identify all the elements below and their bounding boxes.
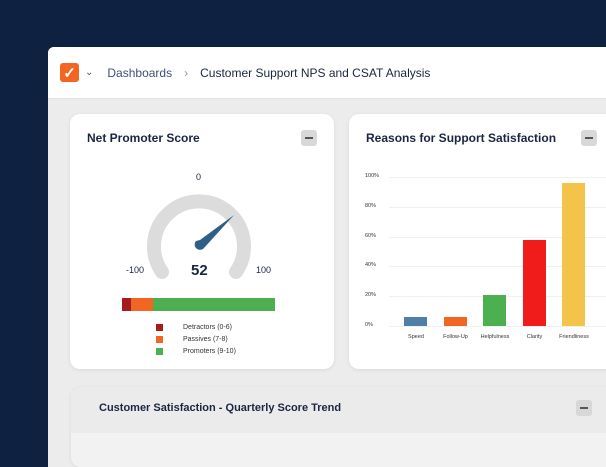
collapse-button[interactable]: [581, 130, 597, 146]
legend-item: Passives (7-8): [156, 336, 228, 343]
legend-swatch: [156, 348, 163, 355]
y-tick-label: 40%: [365, 262, 377, 269]
bar-helpfulness: [483, 294, 506, 326]
gauge-min-label: -100: [126, 265, 145, 275]
legend-swatch: [156, 324, 163, 331]
y-tick-label: 80%: [365, 202, 377, 209]
gridline: [389, 266, 606, 268]
gridline: [389, 177, 606, 178]
nps-segment: [122, 298, 132, 311]
breadcrumb-dashboards[interactable]: Dashboards: [107, 65, 173, 80]
nps-card: Net Promoter Score 0 -100 100 52 Detract…: [70, 114, 334, 369]
nps-title: Net Promoter Score: [87, 131, 200, 145]
x-tick-label: Friendliness: [559, 334, 589, 340]
gauge-max-label: 100: [256, 265, 272, 275]
nps-value: 52: [191, 262, 208, 279]
chevron-down-icon[interactable]: ⌄: [85, 67, 94, 78]
collapse-button[interactable]: [301, 130, 317, 146]
reasons-card: Reasons for Support Satisfaction 0% 20% 40…: [349, 114, 606, 369]
trend-title: Customer Satisfaction - Quarterly Score …: [99, 402, 342, 414]
x-tick-label: Helpfulness: [480, 334, 510, 340]
bar-clarity: [522, 239, 546, 326]
legend-label: Detractors (0-6): [183, 324, 233, 331]
y-tick-label: 60%: [365, 232, 377, 239]
breadcrumb-separator-icon: ›: [184, 65, 189, 80]
gauge-mid-label: 0: [196, 172, 202, 182]
reasons-bar-chart: 0% 20% 40% 60% 80% 100% Speed Follow-Up Helpfuln…: [349, 114, 606, 369]
legend-item: Detractors (0-6): [156, 324, 232, 331]
x-tick-label: Clarity: [526, 334, 543, 340]
gridline: [389, 236, 606, 238]
y-tick-label: 100%: [365, 173, 380, 179]
gauge-needle: [194, 215, 234, 250]
app-logo-icon[interactable]: ✓: [60, 63, 79, 82]
gauge-track: [147, 194, 251, 279]
nps-segment: [152, 298, 275, 311]
legend-label: Promoters (9-10): [183, 348, 236, 355]
gridline: [389, 326, 606, 327]
gridline: [389, 206, 606, 208]
breadcrumb-current: Customer Support NPS and CSAT Analysis: [200, 65, 431, 80]
collapse-button[interactable]: [576, 400, 592, 416]
bar-speed: [404, 317, 427, 326]
y-tick-label: 20%: [365, 292, 377, 299]
top-bar: ✓ ⌄ Dashboards › Customer Support NPS an…: [48, 47, 606, 99]
reasons-title: Reasons for Support Satisfaction: [366, 131, 557, 145]
x-tick-label: Speed: [408, 334, 424, 340]
y-tick-label: 0%: [365, 322, 373, 328]
nps-segment: [131, 298, 153, 311]
legend-swatch: [156, 336, 163, 343]
bar-follow-up: [443, 317, 467, 326]
legend-item: Promoters (9-10): [156, 348, 236, 355]
legend-label: Passives (7-8): [183, 336, 228, 343]
bar-friendliness: [562, 182, 585, 326]
nps-distribution-bar: [122, 298, 275, 311]
trend-card: Customer Satisfaction - Quarterly Score …: [71, 387, 606, 467]
x-tick-label: Follow-Up: [443, 334, 468, 340]
nps-gauge: [147, 194, 251, 279]
